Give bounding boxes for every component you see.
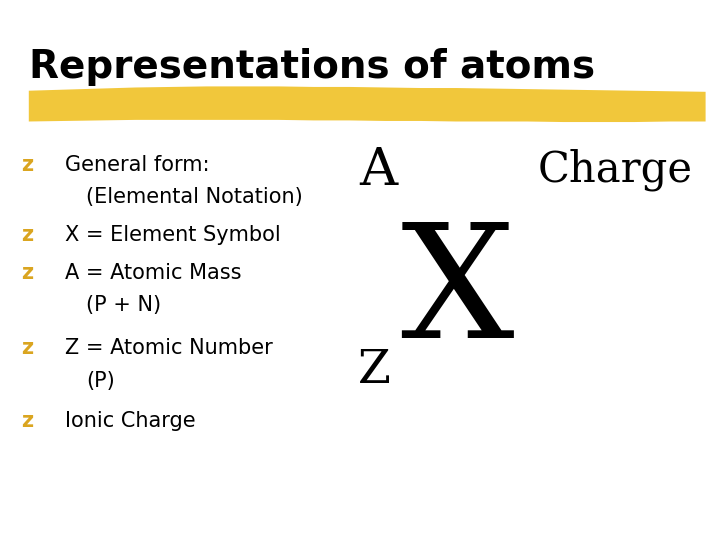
Text: z: z <box>22 225 34 245</box>
Text: z: z <box>22 262 34 283</box>
Text: A: A <box>359 145 397 195</box>
Text: General form:: General form: <box>65 154 210 175</box>
Text: X = Element Symbol: X = Element Symbol <box>65 225 281 245</box>
Text: Representations of atoms: Representations of atoms <box>29 49 595 86</box>
Polygon shape <box>29 86 706 122</box>
Text: (Elemental Notation): (Elemental Notation) <box>86 187 303 207</box>
Text: Z = Atomic Number: Z = Atomic Number <box>65 338 273 359</box>
Text: Charge: Charge <box>538 149 693 191</box>
Text: Ionic Charge: Ionic Charge <box>65 411 195 431</box>
Text: X: X <box>400 218 514 371</box>
Text: Z: Z <box>358 347 391 393</box>
Text: z: z <box>22 411 34 431</box>
Text: A = Atomic Mass: A = Atomic Mass <box>65 262 241 283</box>
Text: (P): (P) <box>86 370 115 391</box>
Text: z: z <box>22 154 34 175</box>
Text: z: z <box>22 338 34 359</box>
Text: (P + N): (P + N) <box>86 295 161 315</box>
